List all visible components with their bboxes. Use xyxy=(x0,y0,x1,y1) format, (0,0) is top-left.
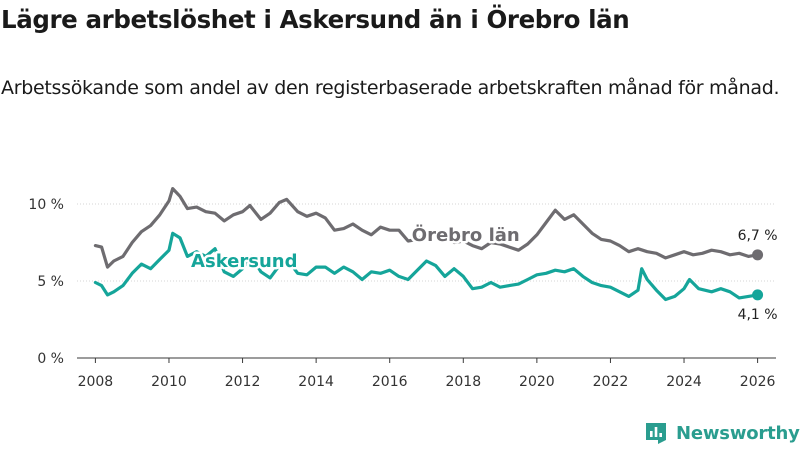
page-subtitle: Arbetssökande som andel av den registerb… xyxy=(1,77,780,99)
page-title: Lägre arbetslöshet i Askersund än i Öreb… xyxy=(1,5,630,34)
series-line xyxy=(93,231,760,302)
x-tick-label: 2022 xyxy=(593,374,629,390)
x-tick-label: 2018 xyxy=(445,374,481,390)
series-label: Örebro län xyxy=(412,224,520,246)
x-tick-label: 2014 xyxy=(298,374,334,390)
end-value-label: 4,1 % xyxy=(738,307,778,323)
y-tick-label: 0 % xyxy=(37,351,64,367)
x-tick-label: 2016 xyxy=(372,374,408,390)
x-tick-label: 2008 xyxy=(78,374,114,390)
y-tick-label: 5 % xyxy=(37,274,64,290)
series-end-point xyxy=(752,249,764,261)
x-tick-label: 2010 xyxy=(151,374,187,390)
x-tick-label: 2012 xyxy=(225,374,261,390)
x-tick-label: 2024 xyxy=(666,374,702,390)
brand-logo: Newsworthy xyxy=(644,419,800,447)
x-tick-label: 2020 xyxy=(519,374,555,390)
end-value-label: 6,7 % xyxy=(738,228,778,244)
newsworthy-logo-icon xyxy=(646,423,666,444)
y-tick-label: 10 % xyxy=(28,197,64,213)
series-end-point xyxy=(752,289,764,301)
series-line xyxy=(93,187,760,269)
series-label: Askersund xyxy=(191,251,297,272)
x-tick-label: 2026 xyxy=(740,374,776,390)
brand-name: Newsworthy xyxy=(676,422,800,444)
